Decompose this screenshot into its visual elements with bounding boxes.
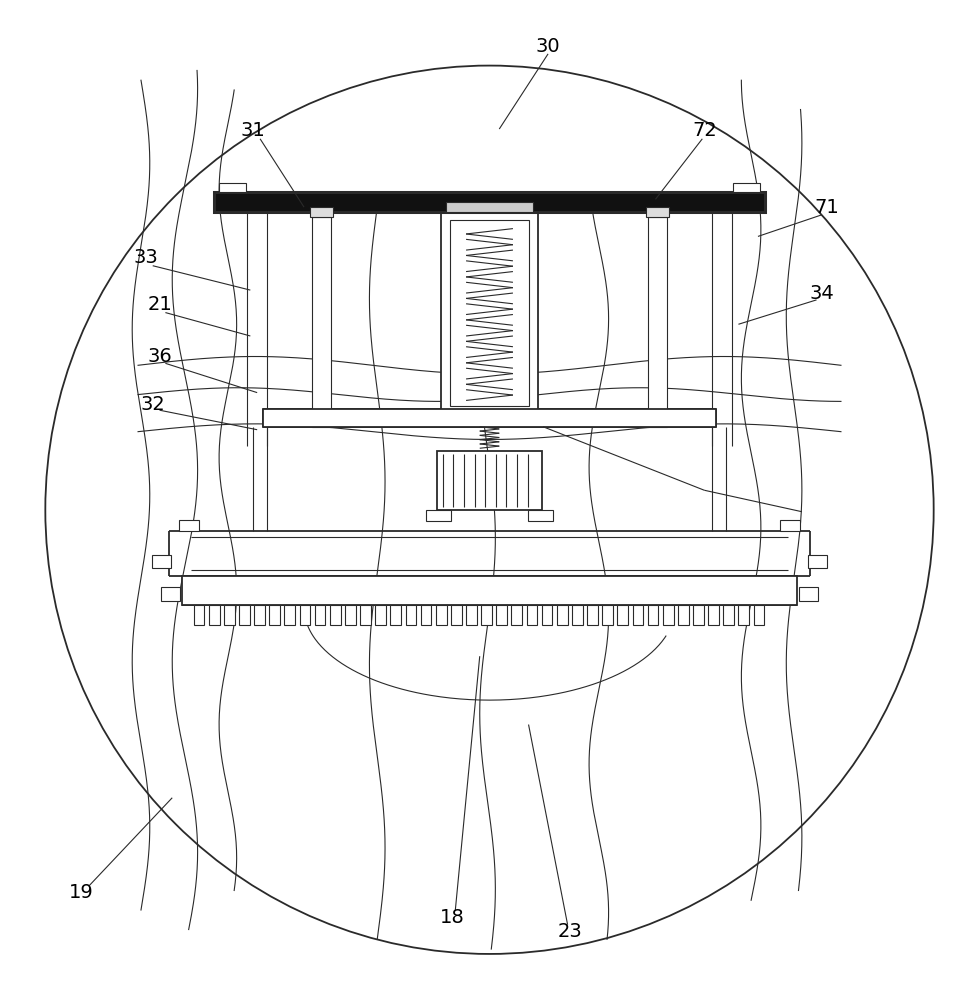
Bar — [152, 555, 171, 568]
Bar — [798, 587, 818, 601]
Bar — [214, 192, 764, 212]
Text: 72: 72 — [691, 121, 716, 140]
Text: 71: 71 — [813, 198, 838, 217]
Bar — [254, 605, 265, 625]
Bar — [451, 605, 462, 625]
Text: 30: 30 — [535, 37, 559, 56]
Bar — [435, 605, 446, 625]
Bar — [330, 605, 340, 625]
Text: 34: 34 — [808, 284, 833, 303]
Bar — [360, 605, 371, 625]
Bar — [527, 510, 553, 521]
Bar — [732, 183, 759, 192]
Bar — [285, 605, 295, 625]
Bar — [425, 510, 451, 521]
Text: 21: 21 — [147, 295, 172, 314]
Bar — [312, 217, 331, 427]
Bar — [645, 207, 668, 217]
Bar — [269, 605, 280, 625]
Text: 33: 33 — [133, 248, 158, 267]
Text: 32: 32 — [140, 395, 165, 414]
Bar — [182, 576, 796, 605]
Bar — [179, 520, 199, 531]
Bar — [445, 202, 533, 212]
Bar — [587, 605, 598, 625]
Text: 18: 18 — [439, 908, 465, 927]
Bar — [436, 451, 542, 510]
Text: 31: 31 — [241, 121, 265, 140]
Bar — [662, 605, 673, 625]
Text: 36: 36 — [147, 347, 172, 366]
Bar — [390, 605, 401, 625]
Bar — [737, 605, 748, 625]
Bar — [466, 605, 476, 625]
Bar — [421, 605, 431, 625]
Bar — [677, 605, 688, 625]
Bar — [299, 605, 310, 625]
Bar — [692, 605, 703, 625]
Bar — [779, 520, 799, 531]
Bar — [807, 555, 826, 568]
Bar — [224, 605, 235, 625]
Bar — [647, 217, 666, 427]
Bar — [315, 605, 325, 625]
Bar — [496, 605, 507, 625]
Bar — [617, 605, 628, 625]
Bar — [219, 183, 246, 192]
Bar — [571, 605, 582, 625]
Bar — [601, 605, 612, 625]
Bar — [723, 605, 734, 625]
Bar — [239, 605, 249, 625]
Bar — [194, 605, 204, 625]
Bar — [556, 605, 567, 625]
Bar — [344, 605, 355, 625]
Text: 23: 23 — [556, 922, 581, 941]
Bar — [481, 605, 491, 625]
Bar — [405, 605, 416, 625]
Bar — [310, 207, 333, 217]
Bar — [440, 212, 538, 414]
Bar — [647, 605, 658, 625]
Bar — [375, 605, 385, 625]
Bar — [632, 605, 643, 625]
Bar — [160, 587, 180, 601]
Text: 19: 19 — [69, 883, 94, 902]
Bar — [541, 605, 552, 625]
Bar — [511, 605, 521, 625]
Bar — [208, 605, 219, 625]
Bar — [450, 220, 528, 406]
Bar — [753, 605, 764, 625]
Bar — [526, 605, 537, 625]
Bar — [707, 605, 718, 625]
Bar — [263, 409, 715, 427]
